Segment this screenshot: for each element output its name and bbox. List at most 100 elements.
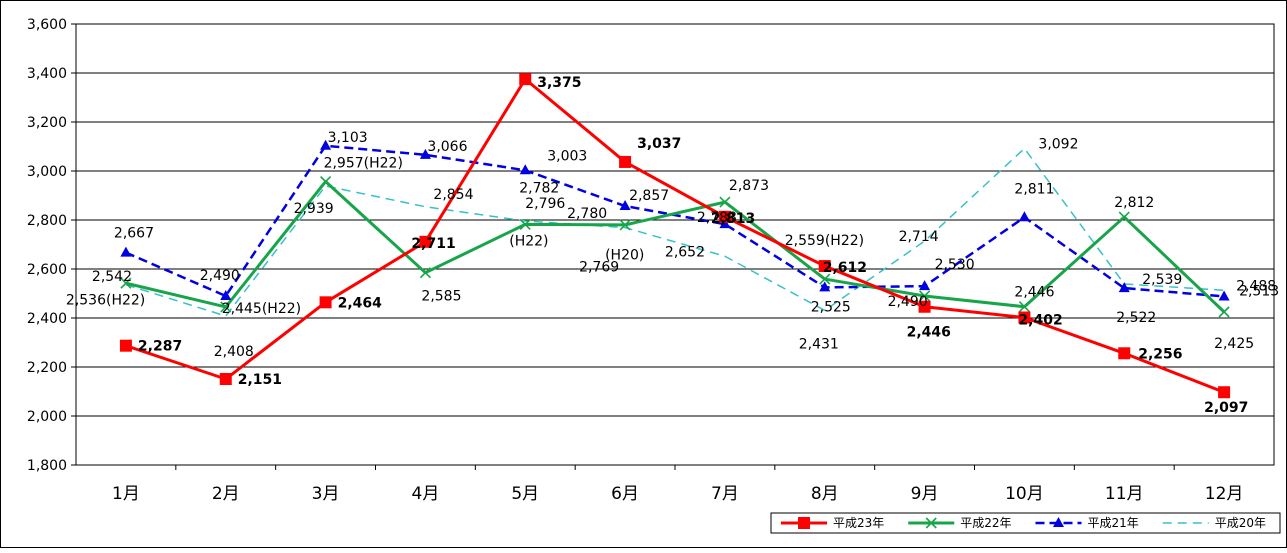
point-label-h20: 2,939 xyxy=(294,201,334,217)
point-label-h20: 2,652 xyxy=(665,244,705,260)
marker-h21 xyxy=(419,148,431,159)
point-label-h21: 2,522 xyxy=(1116,310,1156,326)
marker-h22 xyxy=(1118,211,1130,223)
point-label-h21: 2,488 xyxy=(1236,278,1276,294)
point-label-h21: 2,525 xyxy=(811,299,851,315)
y-tick-label: 2,400 xyxy=(27,311,67,327)
point-label-h21: 2,783 xyxy=(697,210,737,226)
marker-h22 xyxy=(719,196,731,208)
point-label-h21: 2,811 xyxy=(1014,181,1054,197)
point-label-h20: 2,408 xyxy=(214,344,254,360)
legend-label-h21: 平成21年 xyxy=(1088,516,1139,530)
point-label-h20: 2,536(H22) xyxy=(66,293,145,309)
marker-h22 xyxy=(619,219,631,231)
y-tick-label: 1,800 xyxy=(27,458,67,474)
series-lines xyxy=(125,77,1226,394)
y-tick-label: 3,200 xyxy=(27,115,67,131)
marker-h23 xyxy=(818,260,831,273)
marker-h22 xyxy=(419,267,431,279)
marker-h23 xyxy=(519,73,532,86)
marker-h21 xyxy=(1018,211,1030,222)
point-label-h23: 2,097 xyxy=(1204,400,1248,416)
point-label-h20: 2,796 xyxy=(525,196,565,212)
x-tick-label: 10月 xyxy=(1005,484,1044,504)
marker-h23 xyxy=(718,210,731,223)
x-tick-label: 9月 xyxy=(911,484,939,504)
y-tick-label: 2,200 xyxy=(27,360,67,376)
point-labels: 2,287 2,151 2,464 2,711 3,375 3,037 2,813 2,612… xyxy=(66,75,1279,416)
marker-h21 xyxy=(120,246,132,257)
point-label-h22: 2,585 xyxy=(421,289,461,305)
marker-h21 xyxy=(619,200,631,211)
point-label-h22: 2,445(H22) xyxy=(222,301,301,317)
point-label-h20: 2,714 xyxy=(899,229,939,245)
marker-h21 xyxy=(1118,282,1130,293)
point-label-h21: 3,003 xyxy=(547,148,587,164)
marker-h23 xyxy=(319,296,332,309)
point-label-h20: 2,513 xyxy=(1239,283,1279,299)
point-label-h22: 2,782 xyxy=(519,180,559,196)
marker-h23 xyxy=(619,155,632,168)
y-tick-label: 2,600 xyxy=(27,262,67,278)
point-label-h22: 2,490 xyxy=(888,294,928,310)
point-label-h20: 2,769 xyxy=(579,260,619,276)
marker-h22 xyxy=(819,273,831,285)
legend-label-h20: 平成20年 xyxy=(1215,516,1266,530)
point-label-h22: 2,780 xyxy=(567,206,607,222)
point-label-h21: 2,857 xyxy=(629,188,669,204)
marker-h22 xyxy=(220,301,232,313)
marker-h22 xyxy=(1218,306,1230,318)
marker-h21 xyxy=(719,218,731,229)
point-label-h21: 2,667 xyxy=(114,226,154,242)
point-label-h20: 2,431 xyxy=(799,336,839,352)
point-label-h20: 3,092 xyxy=(1038,136,1078,152)
point-label-h21: 2,530 xyxy=(935,257,975,273)
x-tick-label: 7月 xyxy=(711,484,739,504)
point-label-h22: 2,446 xyxy=(1014,285,1054,301)
x-tick-label: 8月 xyxy=(811,484,839,504)
legend-label-h22: 平成22年 xyxy=(960,516,1011,530)
marker-h22 xyxy=(120,277,132,289)
point-label-h22: 2,542 xyxy=(92,269,132,285)
legend-marker-h23 xyxy=(798,517,810,529)
marker-h22 xyxy=(320,175,332,188)
point-label-h22: 2,559(H22) xyxy=(785,233,864,249)
legend-box xyxy=(770,512,1281,534)
legend-marker-h22 xyxy=(925,517,937,529)
marker-h21 xyxy=(819,281,831,292)
point-label-h23: 2,612 xyxy=(823,260,867,276)
marker-h22 xyxy=(519,218,531,230)
point-label-h23: 2,287 xyxy=(138,339,182,355)
point-label-h23: 2,151 xyxy=(238,372,282,388)
series-line-h22 xyxy=(125,180,1226,313)
point-label-h23: 2,813 xyxy=(711,211,755,227)
x-tick-label: 6月 xyxy=(611,484,639,504)
point-label-h23: 2,402 xyxy=(1018,313,1062,329)
point-label-h22: 2,957(H22) xyxy=(324,156,403,172)
point-label-h20: (H20) xyxy=(605,248,644,264)
point-label-h21: 3,066 xyxy=(427,139,467,155)
legend-label-h23: 平成23年 xyxy=(833,516,884,530)
series-markers xyxy=(119,73,1231,399)
y-tick-label: 3,400 xyxy=(27,66,67,82)
series-line-h20 xyxy=(125,147,1225,317)
point-label-h21: 3,103 xyxy=(328,130,368,146)
y-tick-label: 3,000 xyxy=(27,164,67,180)
x-tick-label: 5月 xyxy=(511,484,539,504)
legend: 平成23年 平成22年 平成21年 平成20年 xyxy=(770,512,1281,534)
x-tick-label: 12月 xyxy=(1205,484,1244,504)
series-line-h23 xyxy=(125,77,1225,394)
axes: 1,800 2,000 2,200 2,400 2,600 2,800 3,000 3,200… xyxy=(27,17,1275,504)
x-tick-label: 3月 xyxy=(312,484,340,504)
y-tick-label: 2,000 xyxy=(27,409,67,425)
marker-h21 xyxy=(919,280,931,291)
point-label-h23: 2,446 xyxy=(907,325,951,341)
point-label-h23: 3,037 xyxy=(637,136,681,152)
marker-h23 xyxy=(1118,347,1131,360)
marker-h21 xyxy=(519,164,531,175)
point-label-h23: 2,464 xyxy=(338,295,383,311)
marker-h23 xyxy=(1018,311,1031,324)
